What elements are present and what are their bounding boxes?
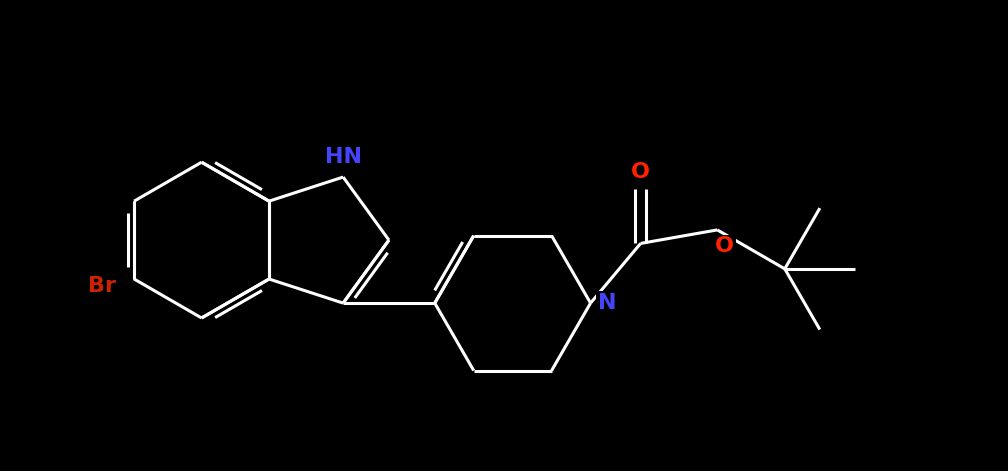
Text: O: O — [715, 236, 734, 256]
Text: O: O — [631, 162, 650, 182]
Text: N: N — [598, 293, 616, 313]
Text: HN: HN — [325, 147, 362, 167]
Text: Br: Br — [88, 276, 116, 296]
